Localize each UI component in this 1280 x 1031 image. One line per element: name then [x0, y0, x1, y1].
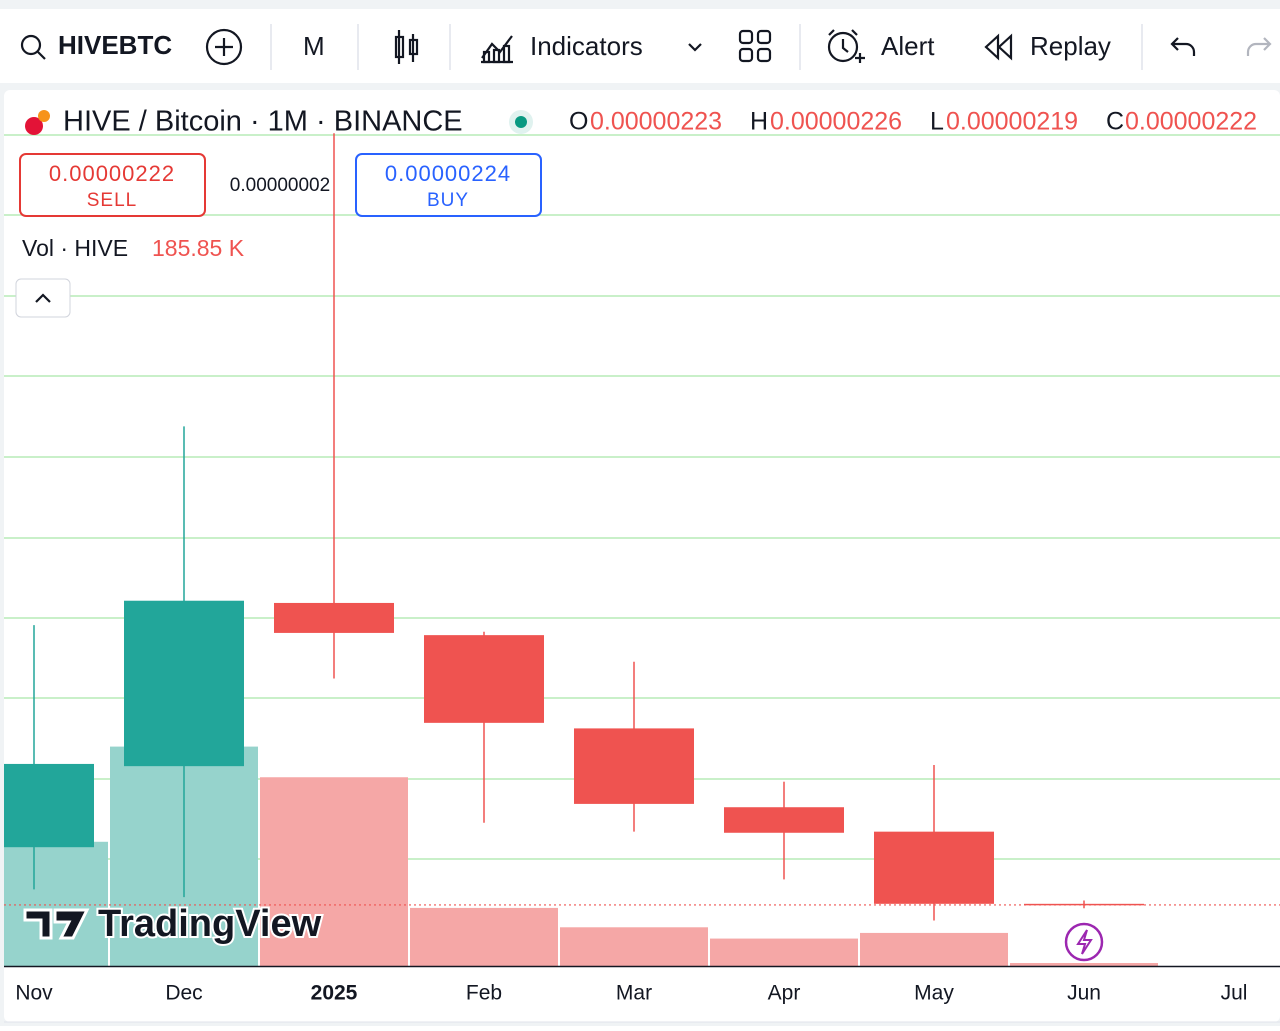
high-value: 0.00000226 [770, 108, 902, 136]
layout-icon[interactable] [738, 29, 772, 63]
x-tick-label: Mar [616, 982, 652, 1005]
btc-logo [38, 110, 50, 122]
volume-label: Vol · HIVE [22, 235, 128, 261]
toolbar [0, 9, 1280, 83]
x-tick-label: Dec [165, 982, 202, 1005]
close-label: C [1106, 108, 1124, 136]
dropdown-icon[interactable] [688, 43, 702, 52]
sell-price: 0.00000222 [49, 161, 175, 186]
sell-button[interactable] [19, 153, 206, 217]
volume-bar [1010, 963, 1158, 966]
low-label: L [930, 108, 944, 136]
search-icon[interactable] [20, 34, 42, 56]
candle-body [724, 807, 844, 833]
x-tick-label: Apr [768, 982, 801, 1005]
x-tick-label: Jul [1221, 982, 1248, 1005]
watermark: TradingView [23, 901, 324, 947]
undo-icon[interactable] [1170, 37, 1196, 56]
volume-value: 185.85 K [152, 235, 245, 261]
candle-body [124, 600, 244, 767]
x-tick-label: Jun [1067, 982, 1101, 1005]
volume-bar [260, 777, 408, 966]
alert-icon[interactable] [827, 29, 865, 63]
open-value: 0.00000223 [590, 108, 722, 136]
volume-bar [710, 938, 858, 966]
lightning-icon[interactable] [1064, 922, 1104, 962]
indicators-icon[interactable] [481, 35, 513, 64]
volume-bar [860, 932, 1008, 966]
open-label: O [569, 108, 588, 136]
x-tick-label: Feb [466, 982, 502, 1005]
alert-button[interactable]: Alert [881, 31, 935, 61]
x-tick-label: May [914, 982, 954, 1005]
indicators-button[interactable]: Indicators [530, 31, 643, 61]
collapse-button[interactable] [15, 278, 71, 318]
buy-label: BUY [427, 190, 469, 211]
low-value: 0.00000219 [946, 108, 1078, 136]
candle-body [574, 728, 694, 804]
candle-body [874, 831, 994, 904]
watermark-text: TradingView [98, 903, 322, 945]
hive-logo [25, 117, 43, 135]
candle-body [274, 602, 394, 633]
spread: 0.00000002 [230, 175, 330, 196]
sell-label: SELL [87, 190, 137, 211]
replay-icon[interactable] [984, 33, 1013, 61]
legend-title: HIVE / Bitcoin · 1M · BINANCE [63, 106, 463, 138]
chart-type-icon[interactable] [394, 30, 419, 64]
volume-bar [560, 927, 708, 966]
x-tick-label: 2025 [311, 982, 358, 1005]
x-tick-label: Nov [15, 982, 53, 1005]
buy-price: 0.00000224 [385, 161, 511, 186]
high-label: H [750, 108, 768, 136]
volume-bar [410, 907, 558, 966]
symbol[interactable]: HIVEBTC [58, 30, 172, 60]
lightning-bolt [1076, 929, 1093, 955]
add-symbol-icon[interactable] [205, 28, 243, 66]
volume-bar [4, 841, 108, 966]
status-dot [515, 116, 527, 128]
candle-body [4, 763, 94, 848]
close-value: 0.00000222 [1125, 108, 1257, 136]
candle-body [424, 635, 544, 723]
replay-button[interactable]: Replay [1030, 31, 1111, 61]
collapse-icon [35, 293, 51, 303]
redo-icon [1246, 37, 1272, 56]
buy-button[interactable] [355, 153, 542, 217]
interval[interactable]: M [303, 31, 325, 61]
